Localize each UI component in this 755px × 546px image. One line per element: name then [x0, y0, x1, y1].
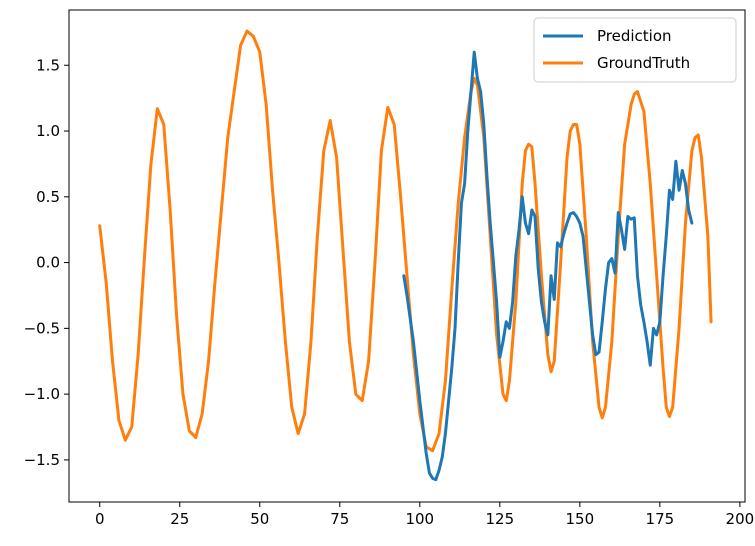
legend: Prediction GroundTruth	[533, 17, 737, 83]
legend-label-prediction: Prediction	[597, 27, 672, 45]
plot-area	[98, 29, 713, 482]
x-tick-label: 200	[726, 510, 755, 528]
x-tick-label: 100	[405, 510, 434, 528]
legend-box	[533, 17, 737, 83]
y-tick-label: 1.5	[36, 56, 60, 74]
x-tick-label: 150	[566, 510, 595, 528]
x-tick-label: 75	[330, 510, 349, 528]
axes-frame	[68, 9, 746, 503]
y-tick-label: −0.5	[24, 319, 60, 337]
series-line-prediction	[402, 50, 694, 482]
y-axis: −1.5 −1.0 −0.5 0.0 0.5 1.0 1.5	[24, 56, 69, 469]
y-tick-label: 0.0	[36, 254, 60, 272]
x-axis: 0 25 50 75 100 125 150 175 200	[95, 502, 754, 528]
legend-label-groundtruth: GroundTruth	[597, 54, 690, 72]
y-tick-label: −1.5	[24, 451, 60, 469]
series-line-groundtruth	[98, 29, 713, 453]
x-tick-label: 25	[170, 510, 189, 528]
x-tick-label: 125	[486, 510, 515, 528]
x-tick-label: 50	[250, 510, 269, 528]
y-tick-label: 0.5	[36, 188, 60, 206]
y-tick-label: −1.0	[24, 385, 60, 403]
y-tick-label: 1.0	[36, 122, 60, 140]
x-tick-label: 0	[95, 510, 105, 528]
x-tick-label: 175	[646, 510, 675, 528]
